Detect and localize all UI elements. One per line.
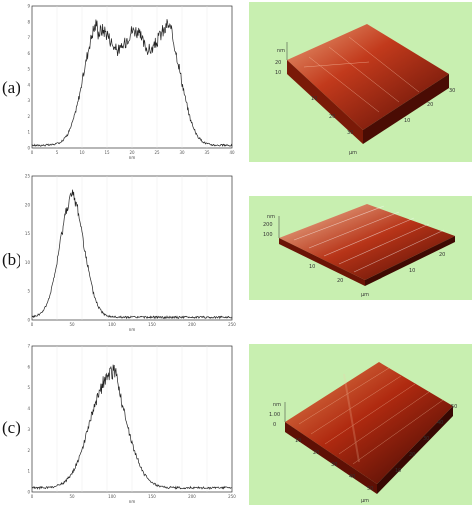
- histogram-b-ytick: 5: [27, 289, 30, 294]
- afm-c-xtick-0: 10: [395, 468, 401, 474]
- afm-c-xtick-2: 30: [423, 436, 429, 442]
- histogram-a-xtick: 30: [179, 150, 185, 155]
- afm-b-xtick-1: 20: [439, 252, 445, 258]
- histogram-c-xtick: 100: [108, 494, 116, 499]
- histogram-a-ytick: 4: [27, 82, 30, 87]
- afm-a-xtick-0: 10: [404, 118, 410, 124]
- panel-label-c: (c): [2, 418, 21, 437]
- histogram-c-xtick: 250: [228, 494, 236, 499]
- histogram-c-ytick: 1: [27, 469, 30, 474]
- histogram-a-xtick: 40: [229, 150, 235, 155]
- histogram-b-ytick: 15: [25, 231, 31, 236]
- afm-surface-b: nm 200 100 10 20 10 20 μm: [263, 204, 455, 298]
- afm-b-unit: μm: [361, 292, 369, 298]
- histogram-b-xtick: 150: [148, 322, 156, 327]
- histogram-a-xtick: 35: [204, 150, 210, 155]
- histogram-b-xtick: 50: [69, 322, 75, 327]
- histogram-c-plot: 0 50 100 150 200 250 0 1 2 3 4 5 6 7 nm: [27, 344, 236, 505]
- histogram-b-xlabel: nm: [129, 327, 136, 332]
- afm-c-xtick-4: 50: [451, 404, 457, 410]
- afm-c-ytick-0: 10: [295, 438, 301, 444]
- histogram-a-ytick: 5: [27, 67, 30, 72]
- afm-image-c: nm 1.00 0 10 20 30 40 50 10 20 30 40 50 …: [249, 344, 472, 505]
- afm-surface-a: nm 20 10 10 20 30 10 20 30 μm: [275, 24, 455, 156]
- histogram-a: 0 5 10 15 20 25 30 35 40 0 1 2 3 4 5 6 7 8 9 nm: [20, 2, 238, 160]
- afm-b-ztick-0: 200: [263, 222, 273, 228]
- afm-b-ytick-1: 20: [337, 278, 343, 284]
- histogram-c-ytick: 5: [27, 385, 30, 390]
- afm-image-b: nm 200 100 10 20 10 20 μm: [249, 196, 472, 300]
- afm-c-xtick-3: 40: [437, 420, 443, 426]
- afm-c-ytick-4: 50: [367, 486, 373, 492]
- histogram-c-xlabel: nm: [129, 499, 136, 504]
- histogram-b-ytick: 10: [25, 260, 31, 265]
- histogram-a-ytick: 7: [27, 35, 30, 40]
- histogram-c-xtick: 200: [188, 494, 196, 499]
- afm-c-ztick-1: 0: [273, 422, 276, 428]
- afm-c-zlabel: nm: [273, 402, 281, 408]
- histogram-b-xtick: 100: [108, 322, 116, 327]
- afm-surface-c: nm 1.00 0 10 20 30 40 50 10 20 30 40 50 …: [269, 362, 457, 504]
- histogram-b-xtick: 200: [188, 322, 196, 327]
- afm-a-xtick-1: 20: [427, 102, 433, 108]
- histogram-a-ytick: 9: [27, 4, 30, 9]
- histogram-a-ytick: 2: [27, 114, 30, 119]
- histogram-b-plot: 0 50 100 150 200 250 0 5 10 15 20 25 nm: [25, 174, 236, 333]
- histogram-a-xtick: 0: [31, 150, 34, 155]
- panel-label-b: (b): [2, 250, 22, 269]
- histogram-b-xtick: 250: [228, 322, 236, 327]
- afm-b-zlabel: nm: [267, 214, 275, 220]
- afm-image-a: nm 20 10 10 20 30 10 20 30 μm: [249, 2, 472, 162]
- histogram-a-ytick: 1: [27, 130, 30, 135]
- afm-a-ytick-0: 10: [311, 96, 317, 102]
- histogram-c: 0 50 100 150 200 250 0 1 2 3 4 5 6 7 nm: [20, 342, 238, 505]
- afm-a-unit: μm: [349, 150, 357, 156]
- histogram-c-xtick: 50: [69, 494, 75, 499]
- histogram-c-ytick: 4: [27, 406, 30, 411]
- histogram-b-ytick: 25: [25, 174, 31, 179]
- histogram-c-ytick: 7: [27, 344, 30, 349]
- afm-c-ztick-0: 1.00: [269, 412, 280, 418]
- afm-c-ytick-3: 40: [349, 474, 355, 480]
- histogram-c-ytick: 0: [27, 490, 30, 495]
- histogram-c-ytick: 6: [27, 364, 30, 369]
- afm-a-ztick-0: 20: [275, 60, 281, 66]
- histogram-a-ytick: 6: [27, 51, 30, 56]
- afm-a-ytick-2: 30: [347, 130, 353, 136]
- histogram-a-xtick: 20: [129, 150, 135, 155]
- histogram-a-xtick: 5: [56, 150, 59, 155]
- afm-c-ytick-1: 20: [313, 450, 319, 456]
- afm-a-ztick-1: 10: [275, 70, 281, 76]
- histogram-a-plot: 0 5 10 15 20 25 30 35 40 0 1 2 3 4 5 6 7 8 9 nm: [27, 4, 235, 161]
- afm-b-ztick-1: 100: [263, 232, 273, 238]
- histogram-c-ytick: 3: [27, 427, 30, 432]
- histogram-c-xtick: 0: [31, 494, 34, 499]
- histogram-b-ytick: 0: [27, 318, 30, 323]
- histogram-a-ytick: 8: [27, 19, 30, 24]
- afm-c-ytick-2: 30: [331, 462, 337, 468]
- histogram-a-xtick: 25: [154, 150, 160, 155]
- histogram-a-ytick: 0: [27, 146, 30, 151]
- panel-label-a: (a): [2, 78, 21, 97]
- afm-c-xtick-1: 20: [409, 452, 415, 458]
- histogram-b-xtick: 0: [31, 322, 34, 327]
- histogram-b-ytick: 20: [25, 202, 31, 207]
- histogram-b: 0 50 100 150 200 250 0 5 10 15 20 25 nm: [20, 172, 238, 332]
- afm-a-zlabel: nm: [277, 48, 285, 54]
- histogram-a-xlabel: nm: [129, 155, 136, 160]
- afm-b-xtick-0: 10: [409, 268, 415, 274]
- afm-a-ytick-1: 20: [329, 114, 335, 120]
- histogram-c-xtick: 150: [148, 494, 156, 499]
- histogram-a-xtick: 10: [79, 150, 85, 155]
- histogram-c-ytick: 2: [27, 448, 30, 453]
- afm-b-ytick-0: 10: [309, 264, 315, 270]
- afm-c-unit: μm: [361, 498, 369, 504]
- afm-a-xtick-2: 30: [449, 88, 455, 94]
- histogram-a-xtick: 15: [104, 150, 110, 155]
- histogram-a-ytick: 3: [27, 98, 30, 103]
